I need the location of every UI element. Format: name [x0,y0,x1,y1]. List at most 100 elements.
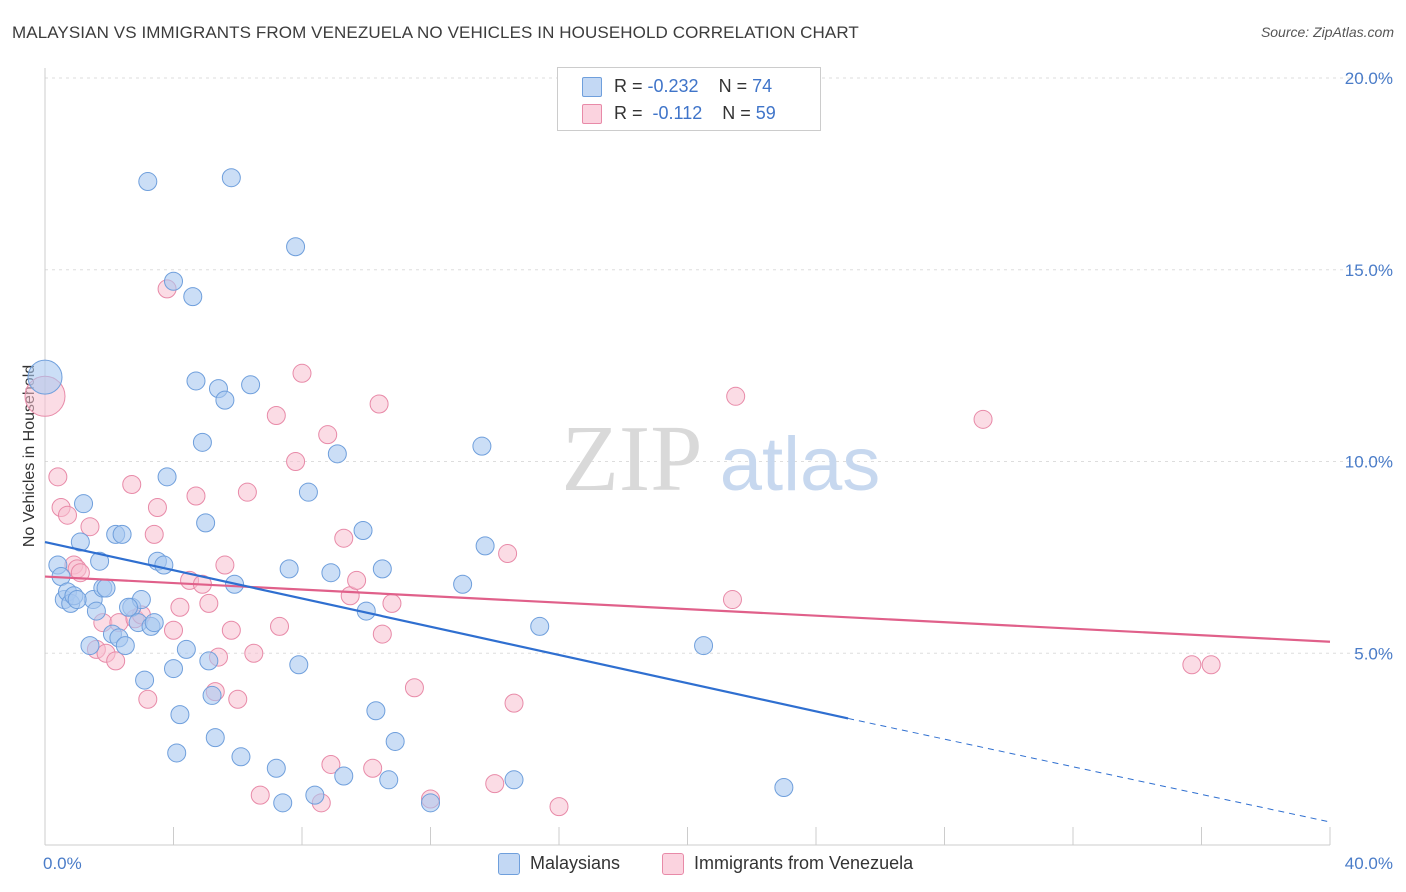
legend-row-malaysians: R = -0.232 N = 74 [582,76,772,98]
venezuela-point [138,689,158,709]
malaysian-point [530,616,550,636]
venezuela-point [199,593,219,613]
axes [44,68,1331,846]
source-credit: Source: ZipAtlas.com [1260,24,1394,40]
venezuela-point [726,386,746,406]
venezuela-point [57,505,77,525]
venezuela-point [250,785,270,805]
malaysian-point [67,590,87,610]
malaysian-point [176,639,196,659]
malaysian-point [27,359,63,395]
malaysian-point [96,578,116,598]
malaysian-point [138,172,158,192]
malaysian-point [154,555,174,575]
venezuela-point [286,452,306,471]
y-tick-label: 5.0% [1354,644,1393,663]
malaysian-point [215,390,235,410]
malaysian-point [353,521,373,541]
trend-lines [44,540,1331,823]
legend-r-label: R = [614,76,648,96]
malaysian-point [334,766,354,786]
y-tick-label: 20.0% [1345,69,1393,88]
venezuela-point [221,620,241,640]
watermark-zip: ZIP [562,407,703,511]
malaysian-point [366,701,386,721]
malaysian-point [205,728,225,748]
venezuela-point [215,555,235,575]
venezuela-point [318,425,338,445]
venezuela-point [144,524,164,544]
venezuela-point [504,693,524,713]
stats-legend: R = -0.232 N = 74 R = -0.112 N = 59 [557,67,821,131]
bottom-legend-label: Malaysians [530,853,621,873]
malaysian-point [421,793,440,813]
venezuela-point [1201,655,1221,675]
legend-r-label: R = [614,103,648,123]
malaysian-point [164,659,183,679]
legend-swatch-pink [582,104,602,124]
malaysian-points [27,168,794,813]
venezuela-trend-line [44,575,1331,643]
malaysian-point [167,743,187,763]
malaysian-point [144,613,164,633]
venezuela-point [228,689,248,709]
legend-n-label: N = [718,76,753,96]
venezuela-point [549,797,569,817]
malaysian-point [199,651,219,671]
malaysian-point [273,793,293,813]
malaysian-point [221,168,241,188]
malaysian-point [327,444,347,464]
venezuela-point [369,394,389,414]
malaysian-point [321,563,341,583]
venezuela-point [382,593,402,613]
venezuela-point [404,678,424,698]
malaysian-point [475,536,495,556]
malaysian-point [286,237,306,257]
legend-row-venezuela: R = -0.112 N = 59 [582,103,776,125]
venezuela-point [363,758,383,778]
x-tick-label: 40.0% [1345,854,1393,873]
malaysian-point [305,785,325,805]
malaysian-point [164,271,183,291]
venezuela-point [237,482,257,502]
malaysian-point [70,532,90,552]
malaysian-point [298,482,318,502]
malaysian-point [135,670,155,690]
malaysian-point [289,655,309,675]
venezuela-point [164,620,183,640]
malaysian-point [385,731,405,751]
malaysian-point [183,287,203,307]
chart-title: MALAYSIAN VS IMMIGRANTS FROM VENEZUELA N… [12,23,859,42]
venezuela-point [147,498,167,518]
venezuela-point [170,597,190,617]
malaysian-point [74,494,94,514]
malaysian-point [774,777,794,797]
y-tick-label: 15.0% [1345,261,1393,280]
bottom-swatch-pink [662,853,684,875]
malaysian-point [379,770,399,790]
malaysian-point [86,601,106,621]
malaysian-point [115,636,135,656]
tick-labels: 5.0% 10.0% 15.0% 20.0% 0.0% 40.0% [43,69,1393,873]
venezuela-point [485,774,505,794]
bottom-legend-label: Immigrants from Venezuela [694,853,914,873]
malaysian-point [186,371,206,391]
venezuela-point [292,363,312,383]
malaysian-point [119,597,139,617]
venezuela-point [973,409,993,429]
watermark-atlas: atlas [720,422,881,507]
malaysian-point [504,770,524,790]
venezuela-point [106,651,126,671]
venezuela-point [321,754,341,774]
malaysian-point [372,559,392,579]
malaysian-point [266,758,286,778]
venezuela-point [334,528,354,548]
bottom-swatch-blue [498,853,520,875]
malaysian-point [112,524,132,544]
malaysian-point [157,467,177,487]
x-tick-label: 0.0% [43,854,82,873]
malaysian-point [202,685,222,705]
venezuela-point [48,467,68,487]
venezuela-point [270,616,290,636]
venezuela-point [498,544,518,564]
